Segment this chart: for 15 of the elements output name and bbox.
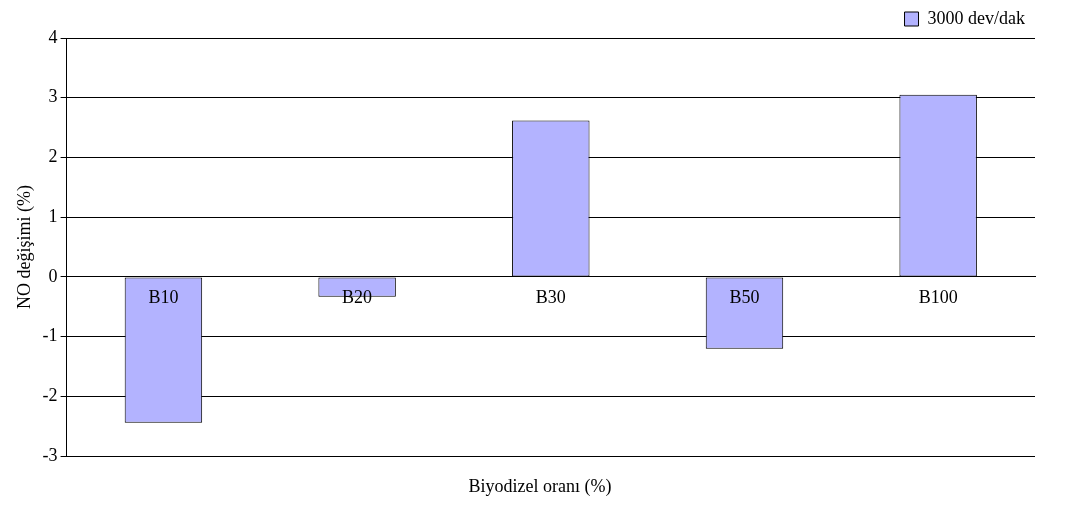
y-tick-label: 2: [48, 146, 58, 167]
legend-label: 3000 dev/dak: [927, 7, 1025, 28]
x-axis-title: Biyodizel oranı (%): [467, 476, 613, 497]
y-tick-label: 1: [48, 205, 58, 226]
x-tick-label: B100: [918, 286, 958, 307]
y-tick-label: -3: [42, 444, 58, 465]
y-axis-title: NO değişimi (%): [13, 185, 35, 310]
y-tick-label: 0: [48, 265, 58, 286]
y-tick-label: -2: [42, 385, 58, 406]
x-tick-label: B10: [148, 286, 179, 307]
x-tick-label: B50: [729, 286, 760, 307]
y-tick-label: -1: [42, 325, 58, 346]
y-tick-label: 3: [48, 86, 58, 107]
y-tick-label: 4: [48, 26, 58, 47]
x-tick-label: B30: [535, 286, 566, 307]
